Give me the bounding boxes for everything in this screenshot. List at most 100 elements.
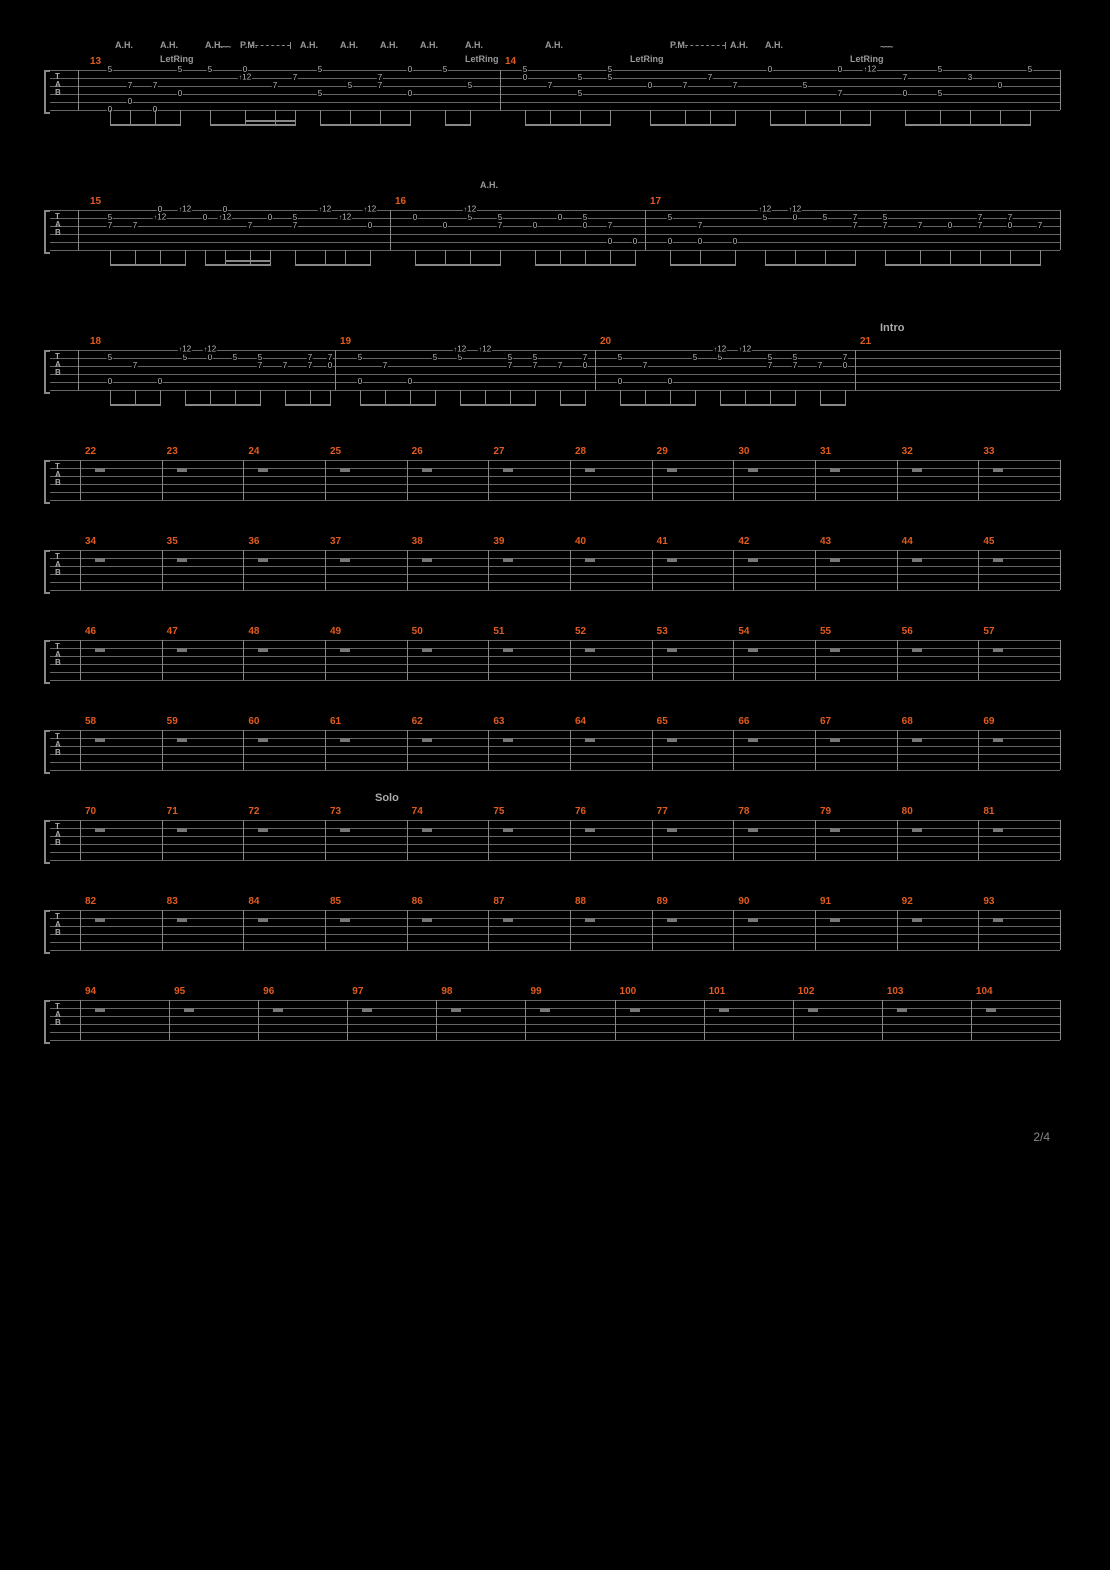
measure-number: 15	[90, 196, 101, 207]
page-number: 2/4	[0, 1110, 1110, 1164]
fret-number: 7	[247, 222, 253, 230]
note-stem	[110, 390, 111, 404]
barline	[325, 730, 326, 770]
whole-rest	[95, 558, 105, 562]
whole-rest	[422, 918, 432, 922]
note-stem	[585, 250, 586, 264]
fret-number: 7	[682, 82, 688, 90]
whole-rest	[273, 1008, 283, 1012]
barline	[595, 350, 596, 390]
barline	[78, 210, 79, 250]
fret-number: 5	[577, 90, 583, 98]
fret-number: 5	[467, 214, 473, 222]
beam-secondary	[225, 260, 271, 262]
whole-rest	[830, 648, 840, 652]
note-stem	[635, 250, 636, 264]
staff-lines	[50, 820, 1060, 860]
note-stem	[285, 390, 286, 404]
note-stem	[135, 390, 136, 404]
fret-number: 0	[697, 238, 703, 246]
note-stem	[185, 250, 186, 264]
fret-number: 5	[317, 90, 323, 98]
barline	[570, 910, 571, 950]
fret-number: 12	[478, 346, 492, 355]
note-stem	[210, 110, 211, 124]
measure-number: 49	[330, 626, 341, 637]
fret-number: 7	[497, 222, 503, 230]
note-stem	[735, 250, 736, 264]
fret-number: 7	[977, 222, 983, 230]
whole-rest	[667, 918, 677, 922]
fret-number: 12	[178, 346, 192, 355]
measure-number: 51	[493, 626, 504, 637]
note-stem	[460, 390, 461, 404]
barline	[162, 730, 163, 770]
note-stem	[470, 110, 471, 124]
tab-label: TAB	[55, 353, 61, 377]
barline	[500, 70, 501, 110]
measure-number: 59	[167, 716, 178, 727]
staff-bracket	[44, 910, 50, 954]
barline	[815, 910, 816, 950]
note-stem	[135, 250, 136, 264]
measure-number: 88	[575, 896, 586, 907]
fret-number: 7	[852, 222, 858, 230]
fret-number: 0	[767, 66, 773, 74]
whole-rest	[422, 738, 432, 742]
tab-staff: TAB828384858687888990919293	[40, 910, 1060, 950]
fret-number: 7	[127, 82, 133, 90]
barline	[733, 550, 734, 590]
fret-number: 12	[218, 214, 232, 223]
beam	[360, 404, 436, 406]
barline	[80, 730, 81, 770]
note-stem	[745, 390, 746, 404]
annotation-marker: A.H.	[765, 40, 783, 50]
note-stem	[885, 250, 886, 264]
whole-rest	[667, 828, 677, 832]
beam	[210, 124, 296, 126]
fret-number: 0	[407, 378, 413, 386]
measure-number: 20	[600, 336, 611, 347]
beam	[110, 264, 186, 266]
barline	[652, 730, 653, 770]
whole-rest	[177, 828, 187, 832]
barline	[704, 1000, 705, 1040]
fret-number: 0	[202, 214, 208, 222]
beam	[185, 404, 261, 406]
measure-number: 55	[820, 626, 831, 637]
beam	[720, 404, 796, 406]
annotation-marker: A.H.	[480, 180, 498, 190]
tab-page: A.H.A.H.A.H.P.M.A.H.A.H.A.H.A.H.A.H.A.H.…	[0, 0, 1110, 1110]
note-stem	[855, 250, 856, 264]
measure-number: 53	[657, 626, 668, 637]
tab-system: TAB949596979899100101102103104	[40, 1000, 1060, 1040]
fret-number: 7	[852, 214, 858, 222]
fret-number: 5	[882, 214, 888, 222]
annotation-marker: A.H.	[380, 40, 398, 50]
barline	[1060, 640, 1061, 680]
beam	[885, 264, 1041, 266]
section-label: Solo	[375, 792, 399, 804]
vibrato-wavy: ~~~	[880, 42, 892, 53]
whole-rest	[184, 1008, 194, 1012]
whole-rest	[748, 738, 758, 742]
annotation-marker: A.H.	[420, 40, 438, 50]
fret-number: 7	[282, 362, 288, 370]
tab-label: TAB	[55, 213, 61, 237]
whole-rest	[540, 1008, 550, 1012]
tab-label: TAB	[55, 463, 61, 487]
whole-rest	[503, 648, 513, 652]
note-stem	[185, 390, 186, 404]
whole-rest	[993, 828, 1003, 832]
tab-system: A.H. TAB15161757701212012070571212012005…	[40, 180, 1060, 270]
measure-number: 66	[738, 716, 749, 727]
measure-number: 83	[167, 896, 178, 907]
barline	[407, 730, 408, 770]
fret-number: 7	[977, 214, 983, 222]
fret-number: 12	[203, 346, 217, 355]
whole-rest	[95, 828, 105, 832]
whole-rest	[95, 738, 105, 742]
barline	[570, 460, 571, 500]
barline	[162, 550, 163, 590]
note-stem	[205, 250, 206, 264]
